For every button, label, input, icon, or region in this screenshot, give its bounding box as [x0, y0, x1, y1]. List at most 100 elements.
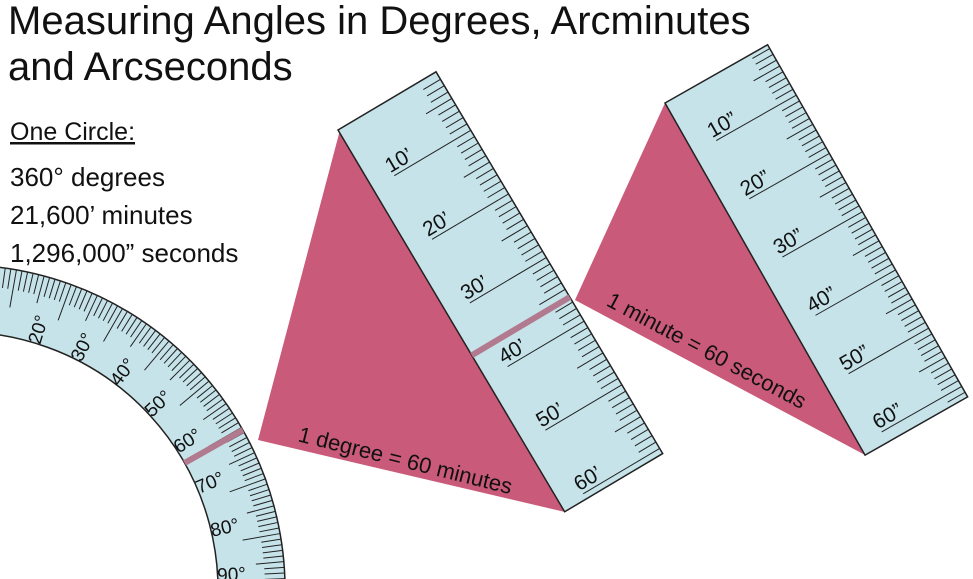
- ruler-tick: [852, 240, 880, 257]
- protractor-tick: [263, 555, 284, 559]
- protractor-tick: [221, 422, 239, 434]
- protractor-tick: [167, 351, 183, 368]
- protractor-tick: [102, 302, 114, 321]
- ruler-tick: [630, 428, 649, 440]
- protractor-tick: [143, 330, 156, 347]
- ruler-tick: [487, 187, 505, 199]
- ruler-tick: [570, 327, 589, 339]
- protractor-tick: [258, 521, 279, 528]
- ruler-tick: [460, 142, 479, 154]
- protractor-tick: [57, 284, 72, 321]
- ruler-tick: [854, 228, 873, 240]
- protractor-tick: [130, 320, 143, 338]
- protractor-tick: [262, 549, 283, 554]
- protractor-tick: [229, 478, 266, 493]
- ruler-tick: [394, 129, 471, 177]
- ruler-tick: [771, 83, 790, 94]
- protractor-highlight: [183, 427, 245, 466]
- ruler-tick: [525, 250, 543, 262]
- ruler-tick: [445, 117, 464, 129]
- protractor-tick: [85, 295, 98, 322]
- protractor-tick: [163, 348, 178, 364]
- ruler-tick: [818, 164, 837, 176]
- second-ruler: 10”20”30”40”50”60”: [663, 43, 969, 457]
- ruler-tick: [423, 78, 441, 91]
- ruler-tick: [562, 314, 581, 326]
- ruler-tick: [864, 246, 883, 257]
- protractor-tick: [255, 561, 284, 565]
- protractor-tick: [251, 494, 271, 502]
- ruler-tick: [638, 441, 657, 453]
- ruler-tick: [449, 123, 468, 135]
- ruler-tick: [805, 141, 823, 153]
- ruler-tick: [521, 244, 539, 256]
- ruler-tick: [904, 316, 923, 327]
- ruler-tick: [634, 435, 653, 447]
- protractor-tick: [242, 467, 262, 477]
- ruler-tick: [815, 269, 896, 316]
- ruler-tick: [755, 53, 774, 65]
- ruler-tick: [464, 148, 483, 160]
- protractor-tick: [261, 544, 282, 549]
- ruler-tick: [758, 59, 777, 71]
- protractor-tick: [43, 277, 51, 297]
- ruler-tick: [782, 211, 863, 258]
- ruler-tick: [824, 176, 843, 188]
- ruler-tick: [559, 307, 577, 320]
- protractor-tick: [257, 516, 277, 522]
- ruler-tick: [858, 234, 876, 246]
- protractor-tick: [182, 367, 199, 383]
- ruler-tick: [457, 136, 475, 148]
- protractor-tick: [147, 333, 161, 350]
- protractor-tick: [203, 403, 227, 421]
- protractor-tick: [248, 483, 268, 492]
- protractor-tick: [22, 271, 29, 292]
- protractor-tick: [93, 297, 103, 317]
- ruler-tick: [611, 397, 630, 409]
- ruler-tick: [887, 286, 906, 298]
- ruler-tick: [937, 374, 956, 386]
- ruler-tick: [430, 91, 449, 103]
- protractor-tick: [83, 292, 93, 312]
- protractor-tick: [242, 533, 281, 541]
- ruler-tick: [582, 447, 660, 495]
- protractor: 10° 20°30°40°50°60°70°80°90°: [0, 266, 286, 579]
- protractor-tick: [78, 290, 88, 310]
- ruler-tick: [749, 152, 830, 200]
- protractor-tick: [125, 317, 138, 335]
- ruler-tick: [785, 106, 804, 118]
- ruler-tick: [506, 218, 524, 230]
- protractor-label: 90°: [217, 564, 247, 579]
- ruler-tick: [934, 368, 953, 380]
- ruler-tick: [901, 310, 919, 322]
- ruler-tick: [841, 205, 860, 217]
- protractor-tick: [138, 326, 152, 344]
- ruler-tick: [483, 180, 502, 192]
- protractor-tick: [233, 447, 253, 457]
- protractor-tick: [200, 389, 217, 403]
- ruler-tick: [947, 391, 966, 403]
- title-line: Measuring Angles in Degrees, Arcminutes: [8, 0, 751, 43]
- ruler-tick: [498, 206, 517, 218]
- protractor-tick: [253, 499, 273, 507]
- ruler-tick: [438, 104, 456, 116]
- protractor-tick: [206, 398, 224, 412]
- protractor-tick: [68, 286, 77, 306]
- ruler-tick: [848, 217, 866, 228]
- ruler-tick: [815, 158, 833, 170]
- protractor-tick: [203, 394, 220, 407]
- ruler-tick: [871, 257, 890, 269]
- protractor-tick: [1, 268, 6, 289]
- circle-line: 1,296,000” seconds: [10, 238, 238, 268]
- ruler-tick: [867, 252, 886, 263]
- ruler-tick: [838, 199, 857, 211]
- minute-wedge: [575, 103, 865, 455]
- ruler-tick: [798, 129, 817, 141]
- ruler-tick: [851, 222, 870, 234]
- ruler-tick: [819, 182, 847, 198]
- ruler-tick: [425, 98, 453, 115]
- ruler-tick: [752, 48, 771, 59]
- protractor-tick: [238, 457, 258, 467]
- ruler-tick: [940, 380, 959, 391]
- ruler-tick: [768, 77, 787, 88]
